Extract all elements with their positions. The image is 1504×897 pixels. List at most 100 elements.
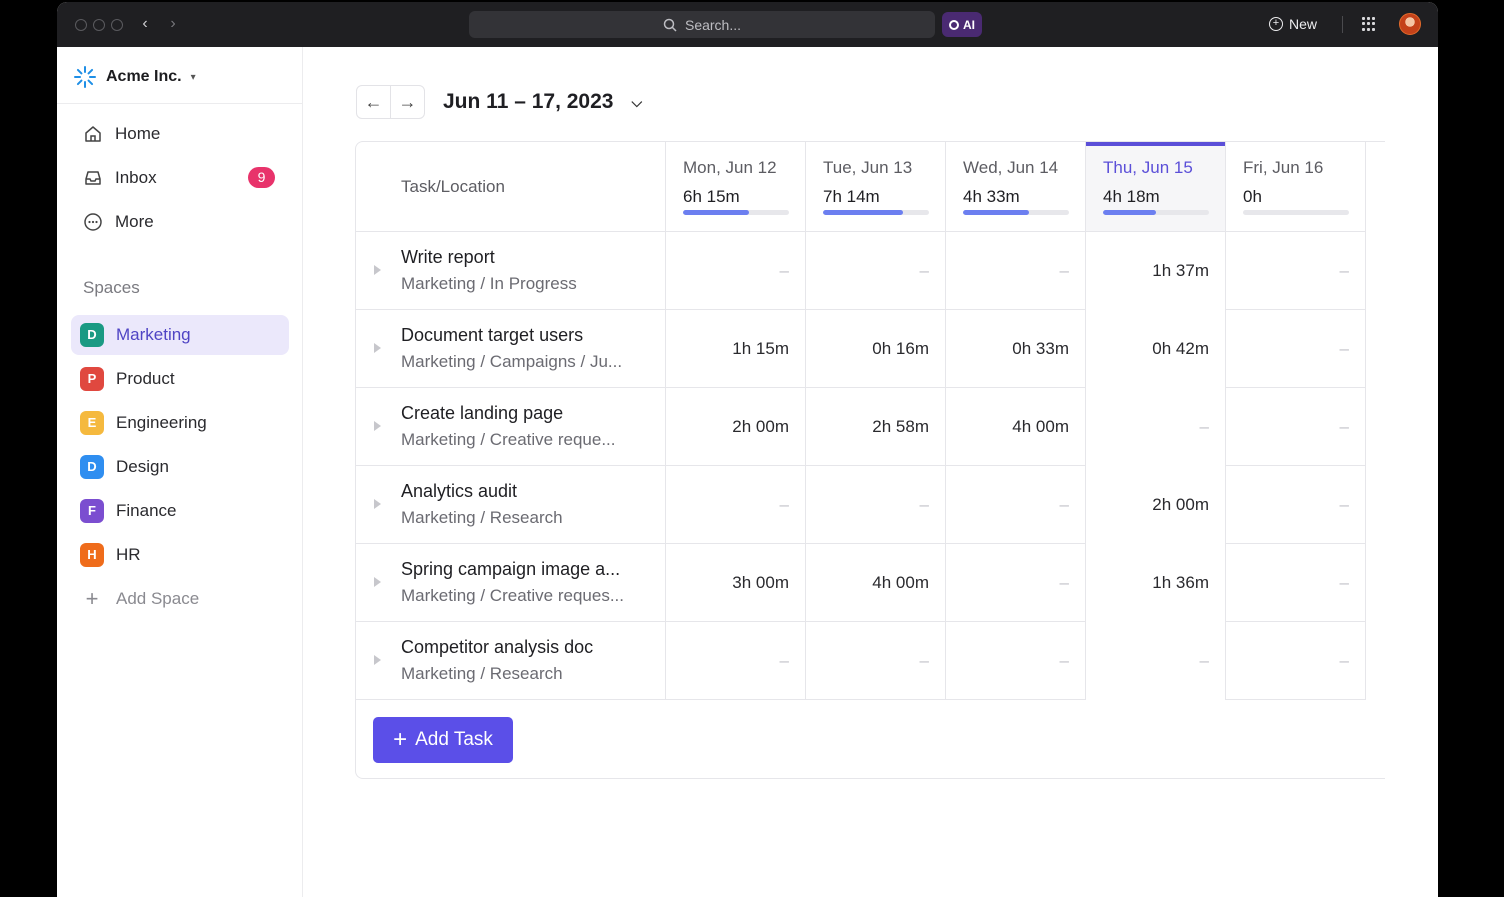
task-column-title: Task/Location [401,177,505,196]
time-cell[interactable]: 3h 00m [666,544,806,622]
day-progress-bar [1243,210,1349,215]
time-cell[interactable]: – [1226,544,1366,622]
chevron-down-icon: ⌵ [631,93,643,110]
time-cell[interactable]: 1h 37m [1086,232,1226,310]
space-item-engineering[interactable]: E Engineering [71,403,289,443]
table-row[interactable]: Document target users Marketing / Campaig… [356,310,1366,388]
time-cell[interactable]: 0h 33m [946,310,1086,388]
task-name[interactable]: Document target users [401,325,584,345]
task-name[interactable]: Competitor analysis doc [401,637,594,657]
task-cell[interactable]: Analytics audit Marketing / Research [356,466,666,544]
day-total: 0h [1243,187,1262,206]
day-column-header: Mon, Jun 12 6h 15m [666,142,806,232]
ai-button[interactable]: AI [942,12,982,37]
task-location: Marketing / Creative reques... [401,586,624,605]
expand-caret-icon[interactable] [374,265,381,275]
time-cell[interactable]: – [666,232,806,310]
time-cell[interactable]: 2h 58m [806,388,946,466]
task-cell[interactable]: Competitor analysis doc Marketing / Resea… [356,622,666,700]
time-cell[interactable]: 2h 00m [1086,466,1226,544]
workspace-switcher[interactable]: Acme Inc. ▾ [73,65,196,89]
space-avatar: F [80,499,104,523]
time-cell[interactable]: 0h 16m [806,310,946,388]
maximize-window-dot[interactable] [111,19,123,31]
previous-week-button[interactable]: ← [356,85,391,119]
space-item-marketing[interactable]: D Marketing [71,315,289,355]
table-row[interactable]: Analytics audit Marketing / Research – – –2h… [356,466,1366,544]
time-cell[interactable]: – [666,622,806,700]
apps-grid-icon[interactable] [1362,17,1376,31]
space-item-finance[interactable]: F Finance [71,491,289,531]
space-item-product[interactable]: P Product [71,359,289,399]
day-name: Mon, Jun 12 [683,158,777,177]
date-range-selector[interactable]: Jun 11 – 17, 2023 ⌵ [443,90,642,114]
time-cell[interactable]: 2h 00m [666,388,806,466]
user-avatar[interactable] [1399,13,1421,35]
time-cell[interactable]: 4h 00m [946,388,1086,466]
time-cell[interactable]: – [946,232,1086,310]
table-row[interactable]: Create landing page Marketing / Creative … [356,388,1366,466]
time-cell[interactable]: – [946,622,1086,700]
time-cell[interactable]: 1h 36m [1086,544,1226,622]
expand-caret-icon[interactable] [374,655,381,665]
inbox-icon [85,171,101,185]
time-cell[interactable]: – [1226,388,1366,466]
time-cell[interactable]: – [1226,310,1366,388]
home-icon [85,126,101,142]
sidebar-item-label: Home [115,124,161,143]
date-range-label: Jun 11 – 17, 2023 [443,90,614,113]
space-label: Engineering [116,413,207,432]
sidebar-item-home[interactable]: Home [71,114,289,154]
time-cell[interactable]: – [666,466,806,544]
time-cell[interactable]: – [1226,466,1366,544]
workspace-name: Acme Inc. [106,68,182,85]
expand-caret-icon[interactable] [374,343,381,353]
time-cell[interactable]: – [1086,388,1226,466]
time-cell[interactable]: – [946,466,1086,544]
task-cell[interactable]: Write report Marketing / In Progress [356,232,666,310]
time-cell[interactable]: 0h 42m [1086,310,1226,388]
expand-caret-icon[interactable] [374,421,381,431]
add-task-button[interactable]: + Add Task [373,717,513,763]
time-cell[interactable]: – [806,622,946,700]
forward-arrow-icon[interactable]: › [170,15,176,32]
plus-circle-icon: + [1269,17,1283,31]
space-item-hr[interactable]: H HR [71,535,289,575]
space-item-design[interactable]: D Design [71,447,289,487]
time-cell[interactable]: – [1226,622,1366,700]
task-name[interactable]: Write report [401,247,495,267]
task-name[interactable]: Create landing page [401,403,564,423]
time-cell[interactable]: – [1086,622,1226,700]
sidebar-item-more[interactable]: More [71,202,289,242]
back-arrow-icon[interactable]: ‹ [142,15,148,32]
add-space-button[interactable]: + Add Space [71,579,289,619]
window-controls [75,19,123,31]
search-placeholder: Search... [684,16,742,33]
table-row[interactable]: Competitor analysis doc Marketing / Resea… [356,622,1366,700]
table-row[interactable]: Write report Marketing / In Progress – – –1h… [356,232,1366,310]
divider [1342,16,1343,33]
day-total: 6h 15m [683,187,740,206]
task-name[interactable]: Analytics audit [401,481,518,501]
time-cell[interactable]: 1h 15m [666,310,806,388]
sidebar-item-inbox[interactable]: Inbox 9 [71,158,289,198]
task-cell[interactable]: Spring campaign image a... Marketing / Cr… [356,544,666,622]
time-cell[interactable]: – [946,544,1086,622]
task-name[interactable]: Spring campaign image a... [401,559,621,579]
expand-caret-icon[interactable] [374,499,381,509]
next-week-button[interactable]: → [390,85,425,119]
minimize-window-dot[interactable] [93,19,105,31]
add-task-label: Add Task [415,729,493,750]
time-cell[interactable]: – [1226,232,1366,310]
search-bar[interactable]: Search... [469,11,935,38]
new-button[interactable]: + New [1269,12,1317,36]
expand-caret-icon[interactable] [374,577,381,587]
time-cell[interactable]: – [806,232,946,310]
table-row[interactable]: Spring campaign image a... Marketing / Cr… [356,544,1366,622]
time-cell[interactable]: – [806,466,946,544]
task-cell[interactable]: Document target users Marketing / Campaig… [356,310,666,388]
task-cell[interactable]: Create landing page Marketing / Creative … [356,388,666,466]
close-window-dot[interactable] [75,19,87,31]
arrow-left-icon: ← [364,91,383,112]
time-cell[interactable]: 4h 00m [806,544,946,622]
